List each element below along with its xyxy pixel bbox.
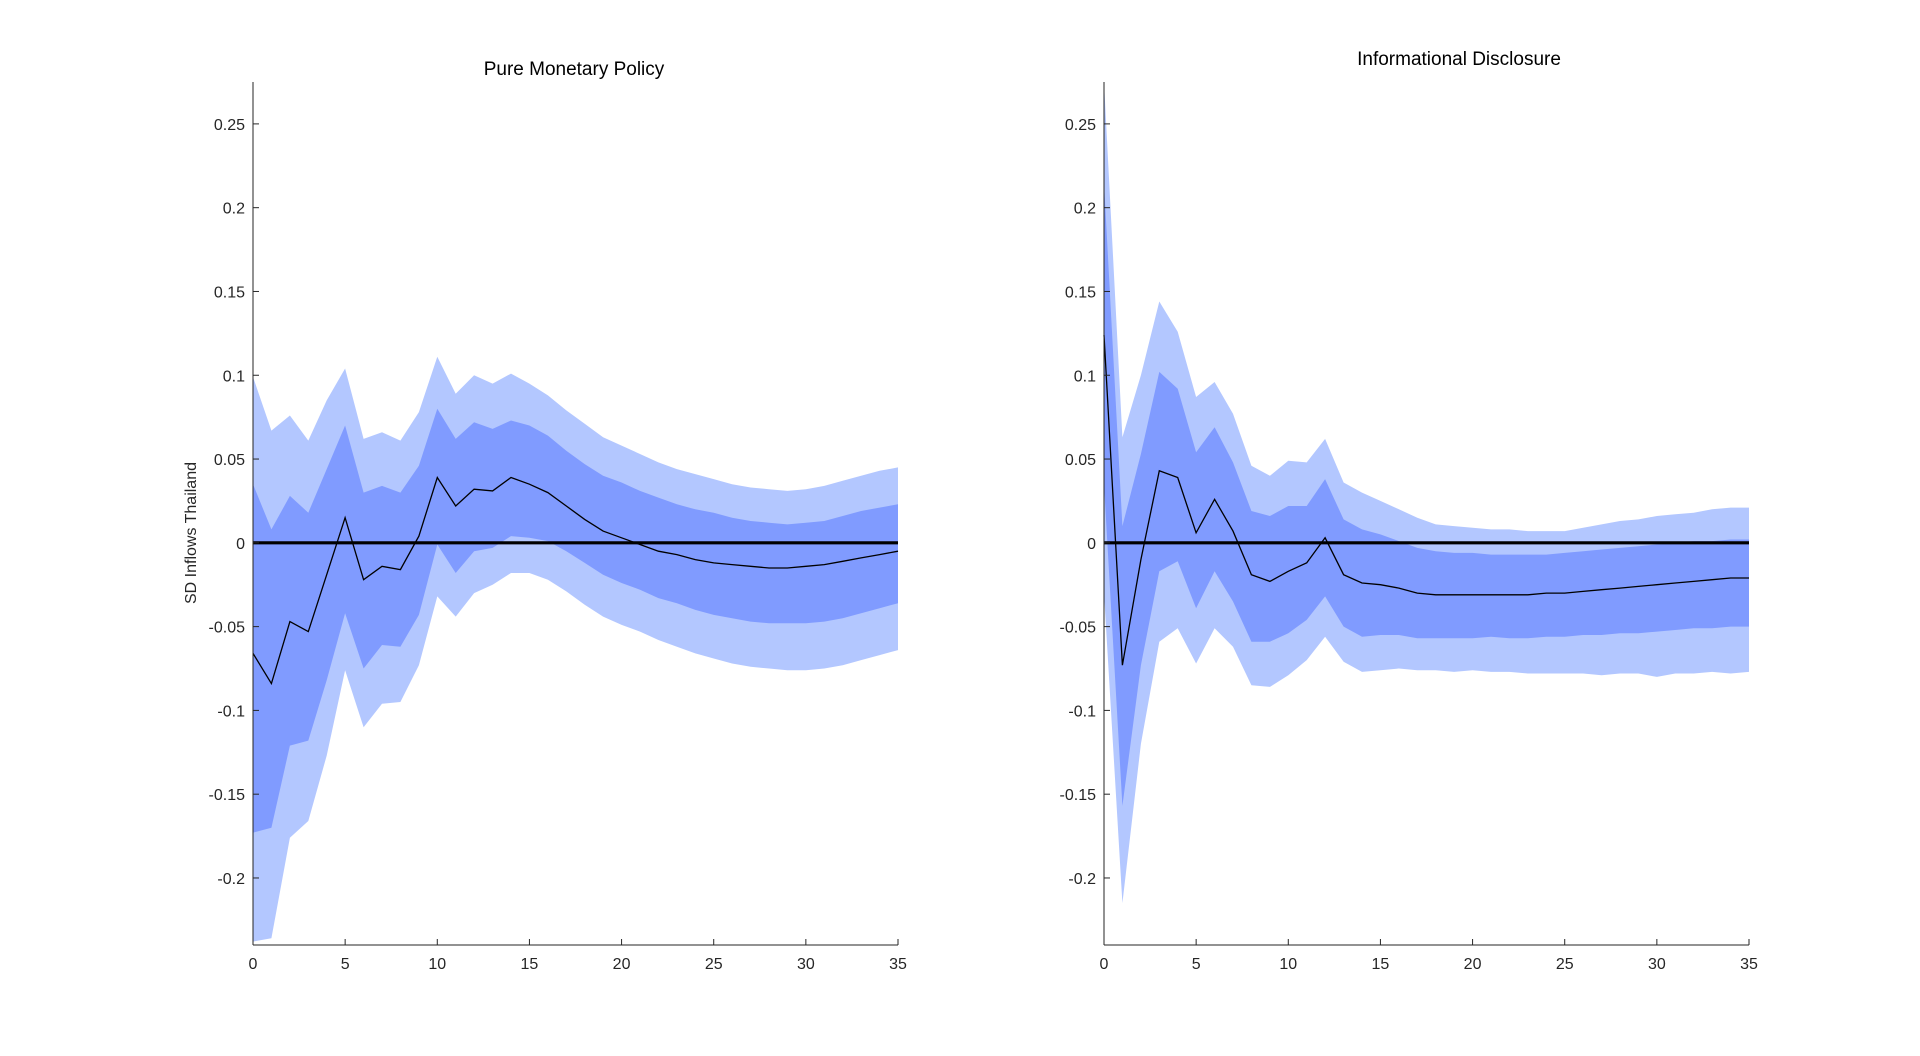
y-tick-label: -0.1 — [217, 703, 245, 720]
axes: -0.2 -0.15 -0.1 -0.05 0 0.05 0.1 0.15 0.2 0.25 0 5 1… — [209, 82, 907, 973]
plot-area: -0.2 -0.15 -0.1 -0.05 0 0.05 0.1 0.15 0.2 0.25 0 5 1… — [209, 82, 907, 973]
chart-title: Informational Disclosure — [1357, 49, 1561, 70]
x-tick-label: 35 — [889, 956, 907, 973]
y-tick-label: 0.1 — [223, 368, 245, 385]
x-tick-label: 5 — [1192, 956, 1201, 973]
y-tick-label: -0.05 — [209, 620, 246, 637]
y-tick-label: -0.15 — [209, 787, 246, 804]
axes: -0.2 -0.15 -0.1 -0.05 0 0.05 0.1 0.15 0.2 0.25 0 5 1… — [1060, 82, 1758, 973]
x-tick-label: 5 — [341, 956, 350, 973]
y-tick-label: 0.15 — [1065, 284, 1096, 301]
x-tick-label: 20 — [613, 956, 631, 973]
y-tick-label: -0.15 — [1060, 787, 1097, 804]
y-tick-label: 0 — [236, 536, 245, 553]
inner-confidence-band — [1104, 182, 1749, 806]
x-tick-label: 0 — [1100, 956, 1109, 973]
chart-informational-disclosure: -0.2 -0.15 -0.1 -0.05 0 0.05 0.1 0.15 0.2 0.25 0 5 1… — [1060, 49, 1758, 973]
y-tick-label: 0.15 — [214, 284, 245, 301]
chart-title: Pure Monetary Policy — [484, 59, 665, 80]
y-tick-label: 0.1 — [1074, 368, 1096, 385]
y-tick-label: 0.05 — [1065, 452, 1096, 469]
x-tick-label: 30 — [797, 956, 815, 973]
median-line — [252, 475, 899, 686]
x-tick-label: 15 — [521, 956, 539, 973]
y-tick-label: 0.2 — [1074, 201, 1096, 218]
x-tick-label: 0 — [249, 956, 258, 973]
y-axis-label: SD Inflows Thailand — [183, 462, 200, 604]
x-tick-label: 25 — [705, 956, 723, 973]
x-tick-label: 35 — [1740, 956, 1758, 973]
x-tick-label: 25 — [1556, 956, 1574, 973]
y-tick-label: 0.25 — [1065, 117, 1096, 134]
x-tick-label: 10 — [428, 956, 446, 973]
y-tick-label: -0.05 — [1060, 620, 1097, 637]
chart-pure-monetary-policy: -0.2 -0.15 -0.1 -0.05 0 0.05 0.1 0.15 0.2 0.25 0 5 1… — [183, 59, 907, 973]
inner-confidence-band — [253, 408, 898, 833]
median-line — [1103, 334, 1749, 666]
x-tick-label: 15 — [1372, 956, 1390, 973]
x-tick-label: 10 — [1279, 956, 1297, 973]
plot-area: -0.2 -0.15 -0.1 -0.05 0 0.05 0.1 0.15 0.2 0.25 0 5 1… — [1060, 82, 1758, 973]
y-tick-label: -0.1 — [1068, 703, 1096, 720]
y-tick-label: 0 — [1087, 536, 1096, 553]
x-tick-label: 20 — [1464, 956, 1482, 973]
y-tick-label: -0.2 — [1068, 871, 1096, 888]
y-tick-label: 0.2 — [223, 201, 245, 218]
y-tick-label: 0.05 — [214, 452, 245, 469]
y-tick-label: 0.25 — [214, 117, 245, 134]
y-tick-label: -0.2 — [217, 871, 245, 888]
x-tick-label: 30 — [1648, 956, 1666, 973]
